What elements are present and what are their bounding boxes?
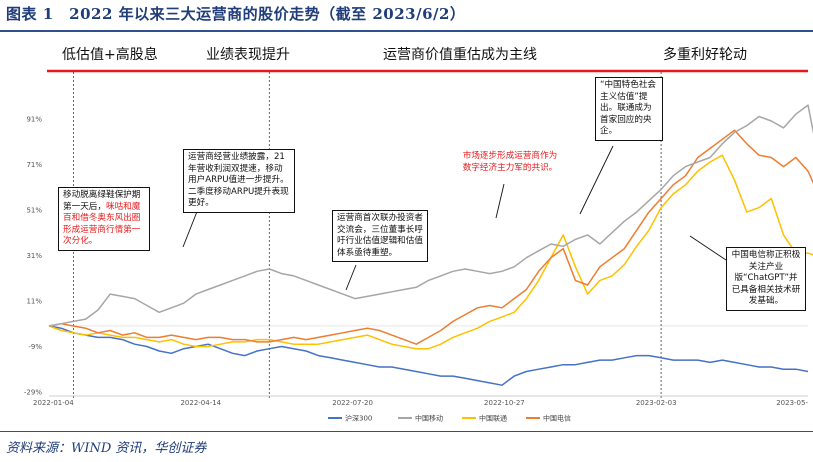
y-tick-label: -29% <box>24 389 42 397</box>
annotation-box-6: 中国电信称正积极关注产业版“ChatGPT”并已具备相关技术研发基础。 <box>726 247 806 311</box>
x-tick-label: 2023-05- <box>776 399 808 407</box>
annotation-1-text: 移动脱离绿鞋保护期第一天后， <box>63 190 141 212</box>
series-line-0 <box>48 325 809 386</box>
phase-label-4: 多重利好轮动 <box>663 47 747 63</box>
annotation-pointer <box>345 264 357 291</box>
y-tick-label: 31% <box>26 252 42 260</box>
figure-title: 图表 1 2022 年以来三大运营商的股价走势（截至 2023/6/2） <box>6 5 466 23</box>
annotation-4-red-text: 市场逐步形成运营商作为数字经济主力军的共识。 <box>462 151 558 173</box>
annotation-3-text: 运营商首次联办投资者交流会，三位董事长呼吁行业估值逻辑和估值体系亟待重塑。 <box>337 213 423 258</box>
x-tick-label: 2022-01-04 <box>33 399 74 407</box>
annotation-1-red-text: 咪咕和魔百和借冬奥东风出圈形成运营商行情第一次分化。 <box>63 201 141 247</box>
legend-label: 中国联通 <box>479 414 507 423</box>
y-tick-label: 91% <box>26 115 42 123</box>
annotation-pointer <box>579 145 614 215</box>
series-line-2 <box>48 154 813 350</box>
legend-label: 中国移动 <box>415 414 443 423</box>
y-tick-label: 11% <box>26 297 42 305</box>
annotation-5-text: “中国特色社会主义估值”提出。联通成为首家回应的央企。 <box>600 80 657 136</box>
annotation-box-3: 运营商首次联办投资者交流会，三位董事长呼吁行业估值逻辑和估值体系亟待重塑。 <box>332 210 428 262</box>
phase-label-3: 运营商价值重估成为主线 <box>383 47 537 63</box>
axes: -29% -9% 11% 31% 51% 71% 91% 2022-01-04 2022-04-… <box>24 115 809 407</box>
annotation-6-text: 中国电信称正积极关注产业版“ChatGPT”并已具备相关技术研发基础。 <box>731 250 801 306</box>
x-tick-label: 2022-04-14 <box>180 399 221 407</box>
x-tick-label: 2023-02-03 <box>636 399 677 407</box>
bottom-rule <box>0 431 813 432</box>
annotation-box-2: 运营商经营业绩披露，21年营收利润双提速，移动用户ARPU值进一步提升。二季度移… <box>183 149 295 213</box>
legend-label: 沪深300 <box>345 414 372 423</box>
x-tick-label: 2022-07-20 <box>332 399 373 407</box>
y-tick-label: 51% <box>26 206 42 214</box>
phase-label-2: 业绩表现提升 <box>206 47 290 63</box>
source-note: 资料来源：WIND 资讯，华创证券 <box>6 441 207 456</box>
series-lines <box>48 104 813 386</box>
series-line-3 <box>48 129 813 345</box>
x-tick-label: 2022-10-27 <box>484 399 525 407</box>
annotation-pointer <box>495 183 505 219</box>
legend-label: 中国电信 <box>543 414 571 423</box>
annotation-box-1: 移动脱离绿鞋保护期第一天后，咪咕和魔百和借冬奥东风出圈形成运营商行情第一次分化。 <box>58 187 150 251</box>
annotation-pointer <box>689 235 727 261</box>
annotation-box-4: 市场逐步形成运营商作为数字经济主力军的共识。 <box>460 151 560 174</box>
phase-label-1: 低估值+高股息 <box>62 47 158 63</box>
annotation-box-5: “中国特色社会主义估值”提出。联通成为首家回应的央企。 <box>595 77 663 141</box>
y-tick-label: -9% <box>28 343 42 351</box>
annotation-2-text: 运营商经营业绩披露，21年营收利润双提速，移动用户ARPU值进一步提升。二季度移… <box>188 152 289 208</box>
series-line-1 <box>48 104 813 327</box>
legend: 沪深300 中国移动 中国联通 中国电信 <box>328 414 571 423</box>
title-rule <box>0 30 813 32</box>
y-tick-label: 71% <box>26 161 42 169</box>
